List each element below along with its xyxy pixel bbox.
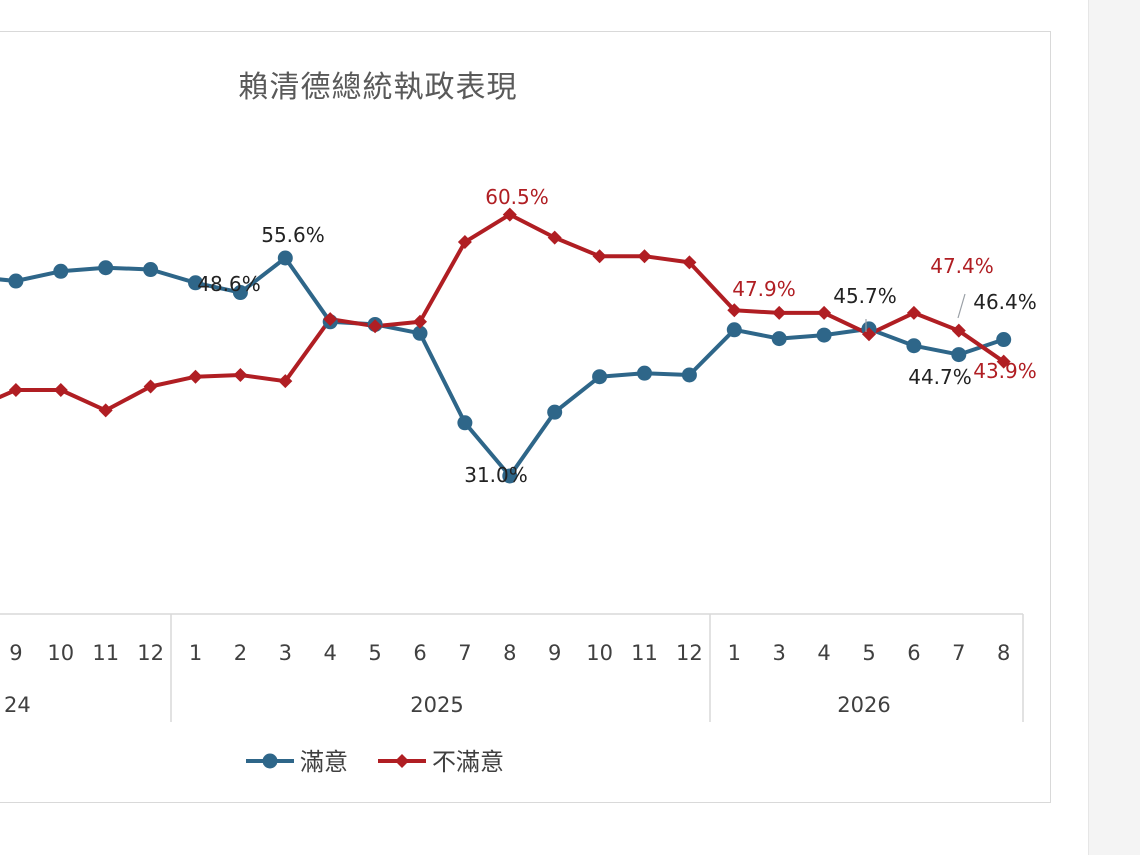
satisfied-point <box>188 275 203 291</box>
month-tick-label: 6 <box>413 641 426 665</box>
legend-unsatisfied-label: 不滿意 <box>432 748 504 776</box>
data-label: 45.7% <box>833 284 897 308</box>
label-leader-line <box>957 293 966 319</box>
data-label: 46.4% <box>973 290 1037 314</box>
unsatisfied-point <box>457 235 472 250</box>
chart-title: 賴清德總統執政表現 <box>238 70 518 105</box>
unsatisfied-point <box>637 249 652 264</box>
satisfied-point <box>8 273 24 289</box>
unsatisfied-point <box>502 207 517 222</box>
legend: 滿意 不滿意 <box>246 748 504 776</box>
data-label: 55.6% <box>261 223 325 247</box>
unsatisfied-point <box>547 230 562 245</box>
month-tick-label: 10 <box>586 641 613 665</box>
x-axis: 9 10 11 12 1 2 3 4 5 6 7 8 9 10 11 12 1 3 4 5 6 7 824 2025 2026 <box>0 613 1024 722</box>
legend-satisfied-label: 滿意 <box>300 748 348 776</box>
unsatisfied-point <box>592 249 607 264</box>
satisfied-point <box>816 327 832 343</box>
month-tick-label: 5 <box>862 641 875 665</box>
unsatisfied-point <box>951 323 966 338</box>
satisfied-point <box>592 369 608 385</box>
month-tick-label: 8 <box>997 641 1010 665</box>
year-label: 2026 <box>837 693 890 717</box>
satisfied-point <box>996 332 1012 348</box>
month-tick-label: 11 <box>631 641 658 665</box>
unsatisfied-point <box>772 305 787 320</box>
satisfied-point <box>637 365 652 381</box>
data-label: 44.7% <box>908 365 972 389</box>
unsatisfied-point <box>323 312 338 327</box>
unsatisfied-point <box>188 369 203 384</box>
data-label: 43.9% <box>973 359 1037 383</box>
series-markers <box>8 207 1012 484</box>
unsatisfied-point <box>98 403 113 418</box>
unsatisfied-point <box>727 303 742 318</box>
month-tick-label: 7 <box>952 641 965 665</box>
data-label: 47.9% <box>732 277 796 301</box>
unsatisfied-line <box>0 212 1005 413</box>
data-label: 60.5% <box>485 185 549 209</box>
chart-frame <box>0 31 1051 803</box>
satisfied-point <box>457 415 473 431</box>
year-label: 24 <box>4 693 31 717</box>
satisfied-point <box>143 262 159 278</box>
month-tick-label: 12 <box>676 641 703 665</box>
satisfied-point <box>771 331 787 347</box>
satisfied-point <box>547 404 563 420</box>
month-tick-label: 5 <box>368 641 381 665</box>
unsatisfied-point <box>368 319 383 334</box>
month-tick-label: 1 <box>728 641 741 665</box>
satisfied-point <box>906 338 922 354</box>
month-tick-label: 10 <box>47 641 74 665</box>
legend-satisfied-marker <box>262 753 278 769</box>
unsatisfied-point <box>817 305 832 320</box>
satisfied-point <box>951 347 967 363</box>
unsatisfied-point <box>413 314 427 329</box>
data-labels: 55.6% 48.6% 31.0% 45.7% 44.7% 46.4% 60.5% 47.9%… <box>197 185 1037 487</box>
satisfied-point <box>502 468 518 484</box>
month-tick-label: 9 <box>9 641 22 665</box>
month-tick-label: 3 <box>773 641 786 665</box>
unsatisfied-point <box>906 305 921 320</box>
data-label: 48.6% <box>197 272 261 296</box>
month-tick-label: 4 <box>817 641 830 665</box>
unsatisfied-point <box>233 367 248 382</box>
satisfied-point <box>681 367 697 383</box>
month-tick-label: 8 <box>503 641 516 665</box>
month-tick-label: 3 <box>279 641 292 665</box>
month-tick-label: 12 <box>137 641 164 665</box>
legend-unsatisfied-marker <box>395 754 409 768</box>
series-lines <box>0 212 1005 478</box>
unsatisfied-point <box>682 255 697 270</box>
month-tick-label: 1 <box>189 641 202 665</box>
satisfied-point <box>53 263 69 279</box>
data-label: 47.4% <box>930 254 994 278</box>
month-tick-label: 6 <box>907 641 920 665</box>
satisfied-point <box>726 322 742 338</box>
unsatisfied-point <box>996 354 1011 369</box>
side-scroll-strip <box>1088 0 1140 855</box>
unsatisfied-point <box>53 383 68 398</box>
satisfied-point <box>98 260 114 276</box>
satisfied-point <box>412 325 428 341</box>
month-tick-label: 11 <box>92 641 119 665</box>
data-label: 31.0% <box>464 463 528 487</box>
unsatisfied-point <box>143 379 158 394</box>
unsatisfied-point <box>278 374 293 389</box>
month-tick-label: 9 <box>548 641 561 665</box>
satisfied-point <box>277 250 293 266</box>
month-tick-label: 2 <box>234 641 247 665</box>
satisfied-point <box>232 285 248 301</box>
unsatisfied-point <box>8 383 23 398</box>
year-label: 2025 <box>410 693 463 717</box>
month-tick-label: 7 <box>458 641 471 665</box>
month-tick-label: 4 <box>324 641 337 665</box>
